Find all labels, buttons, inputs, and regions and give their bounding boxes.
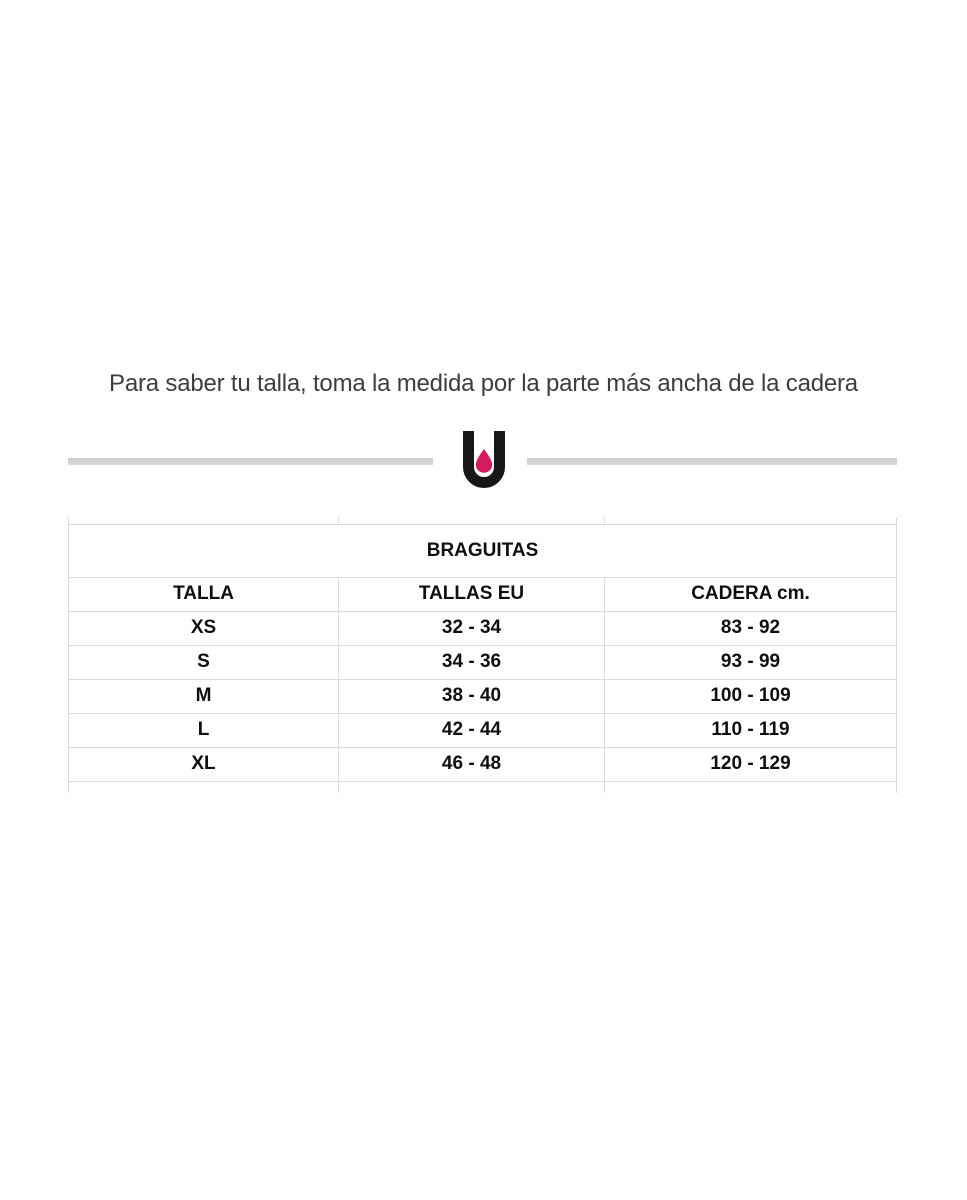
size-cell: M xyxy=(68,678,339,714)
size-cell: XS xyxy=(68,610,339,646)
eu-cell: 38 - 40 xyxy=(338,678,605,714)
cadera-cell: 93 - 99 xyxy=(604,644,897,680)
table-cell xyxy=(604,517,897,525)
u-glyph xyxy=(463,431,505,488)
table-header-row: TALLA TALLAS EU CADERA cm. xyxy=(68,576,897,612)
table-cell xyxy=(68,517,339,525)
brand-divider xyxy=(0,430,967,492)
size-cell: S xyxy=(68,644,339,680)
cadera-cell: 110 - 119 xyxy=(604,712,897,748)
clipped-row-bottom xyxy=(68,780,897,793)
clipped-row-top xyxy=(68,517,897,525)
size-cell: XL xyxy=(68,746,339,782)
drop-glyph xyxy=(475,449,493,473)
table-row-xs: XS 32 - 34 83 - 92 xyxy=(68,610,897,646)
column-header-cadera: CADERA cm. xyxy=(604,576,897,612)
size-cell: L xyxy=(68,712,339,748)
cadera-cell: 100 - 109 xyxy=(604,678,897,714)
divider-line-left xyxy=(68,458,433,465)
u-drop-icon xyxy=(463,431,505,488)
table-cell xyxy=(338,780,605,793)
size-table: BRAGUITAS TALLA TALLAS EU CADERA cm. XS … xyxy=(68,517,897,793)
divider-line-right xyxy=(527,458,897,465)
eu-cell: 32 - 34 xyxy=(338,610,605,646)
table-cell xyxy=(604,780,897,793)
table-row-xl: XL 46 - 48 120 - 129 xyxy=(68,746,897,782)
cadera-cell: 120 - 129 xyxy=(604,746,897,782)
cadera-cell: 83 - 92 xyxy=(604,610,897,646)
brand-logo xyxy=(461,430,507,490)
eu-cell: 34 - 36 xyxy=(338,644,605,680)
column-header-tallas-eu: TALLAS EU xyxy=(338,576,605,612)
column-header-talla: TALLA xyxy=(68,576,339,612)
eu-cell: 42 - 44 xyxy=(338,712,605,748)
table-row-l: L 42 - 44 110 - 119 xyxy=(68,712,897,748)
size-guide-instruction: Para saber tu talla, toma la medida por … xyxy=(109,370,858,397)
table-row-m: M 38 - 40 100 - 109 xyxy=(68,678,897,714)
table-title-row: BRAGUITAS xyxy=(68,523,897,578)
table-row-s: S 34 - 36 93 - 99 xyxy=(68,644,897,680)
table-cell xyxy=(338,517,605,525)
table-cell xyxy=(68,780,339,793)
table-title: BRAGUITAS xyxy=(68,523,897,578)
eu-cell: 46 - 48 xyxy=(338,746,605,782)
